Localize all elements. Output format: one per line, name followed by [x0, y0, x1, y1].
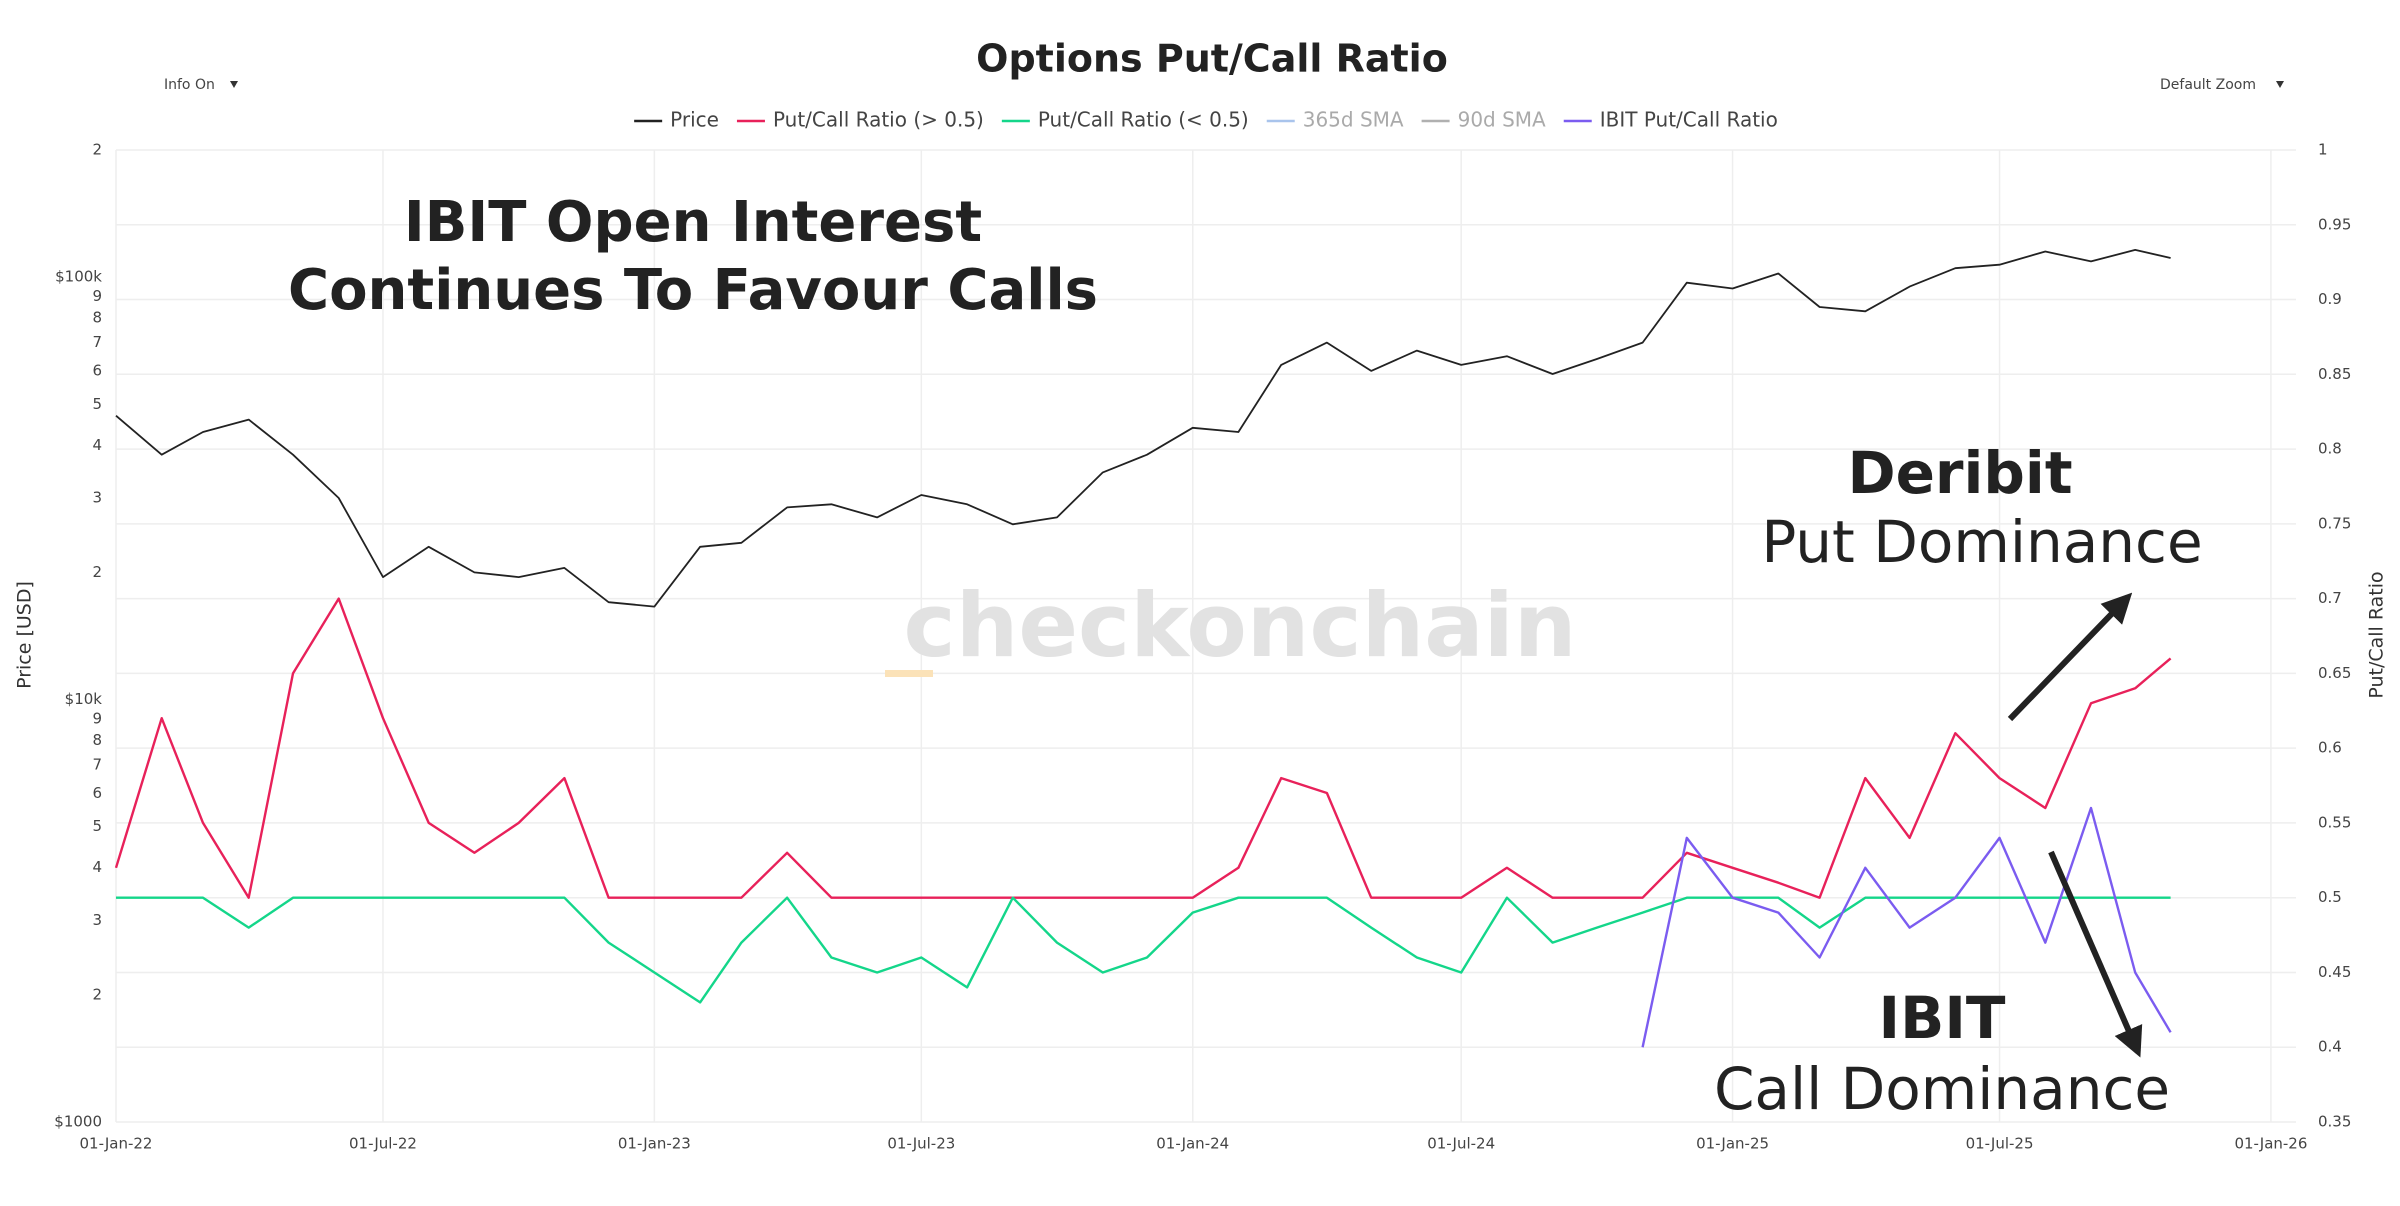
y2-tick-label: 0.45: [2318, 963, 2351, 981]
y-tick-label: 2: [92, 141, 102, 159]
x-tick-label: 01-Jan-22: [80, 1135, 153, 1153]
y-tick-label: 5: [92, 395, 102, 413]
watermark-underscore: [885, 670, 933, 677]
y-tick-label: $1000: [54, 1113, 102, 1131]
y-tick-label: 8: [92, 309, 102, 327]
legend-label: Put/Call Ratio (< 0.5): [1038, 108, 1249, 132]
arrow: [2048, 850, 2143, 1058]
y-tick-label: 4: [92, 858, 102, 876]
headline: IBIT Open Interest: [404, 190, 982, 255]
zoom-control[interactable]: Default Zoom: [2150, 70, 2295, 100]
y-tick-label: 3: [92, 489, 102, 507]
y2-tick-label: 0.95: [2318, 215, 2351, 233]
dropdown-arrow: [230, 81, 238, 88]
annotation: Call Dominance: [1714, 1055, 2170, 1123]
y-tick-label: 8: [92, 731, 102, 749]
y-tick-label: $10k: [65, 690, 103, 708]
y2-tick-label: 0.65: [2318, 664, 2351, 682]
lines: [114, 249, 2172, 1048]
y-tick-label: 2: [92, 985, 102, 1003]
y2-tick-label: 1: [2318, 141, 2328, 159]
x-tick-label: 01-Jan-23: [618, 1135, 691, 1153]
annotation: IBIT: [1879, 984, 2006, 1052]
x-tick-label: 01-Jul-22: [349, 1135, 417, 1153]
annotation: Deribit: [1847, 439, 2072, 507]
dropdown-arrow: [2276, 81, 2284, 88]
y-tick-label: 5: [92, 817, 102, 835]
y-tick-label: 2: [92, 563, 102, 581]
y-tick-label: 4: [92, 436, 102, 454]
y-tick-label: 7: [92, 333, 102, 351]
grid: [115, 149, 2296, 1123]
legend-item: IBIT Put/Call Ratio: [1563, 108, 1778, 132]
y2-tick-label: 0.35: [2318, 1113, 2351, 1131]
x-tick-label: 01-Jul-25: [1966, 1135, 2034, 1153]
legend-item: Put/Call Ratio (< 0.5): [1001, 108, 1249, 132]
legend-label: Put/Call Ratio (> 0.5): [773, 108, 984, 132]
chart-title: Options Put/Call Ratio: [976, 37, 1448, 81]
y-tick-label: 9: [92, 287, 102, 305]
x-tick-label: 01-Jan-24: [1156, 1135, 1229, 1153]
y-tick-label: $100k: [55, 268, 102, 286]
y2-tick-label: 0.7: [2318, 589, 2342, 607]
y2-tick-label: 0.8: [2318, 440, 2342, 458]
y-tick-label: 7: [92, 756, 102, 774]
zoom-button[interactable]: [2150, 70, 2295, 100]
watermark: checkonchain: [904, 574, 1577, 677]
y-tick-label: 3: [92, 911, 102, 929]
info-label[interactable]: Info On: [164, 77, 215, 93]
legend-item: 90d SMA: [1421, 108, 1546, 132]
zoom-label[interactable]: Default Zoom: [2160, 77, 2256, 93]
y-tick-label: 6: [92, 784, 102, 802]
series-line: [116, 896, 2171, 1004]
y2-tick-label: 0.75: [2318, 514, 2351, 532]
annotation: Put Dominance: [1761, 508, 2202, 576]
legend-item: Put/Call Ratio (> 0.5): [736, 108, 984, 132]
x-tick-label: 01-Jan-26: [2234, 1135, 2307, 1153]
x-tick-label: 01-Jul-24: [1427, 1135, 1495, 1153]
legend-item: 365d SMA: [1266, 108, 1404, 132]
legend-label: 90d SMA: [1458, 108, 1546, 132]
y-axis-label: Price [USD]: [14, 581, 36, 689]
y2-tick-label: 0.9: [2318, 290, 2342, 308]
legend-item: Price: [634, 108, 719, 132]
series-line: [1641, 806, 2172, 1048]
series-line: [115, 249, 2171, 608]
y2-tick-label: 0.55: [2318, 813, 2351, 831]
arrow: [2007, 592, 2133, 722]
y-tick-label: 9: [92, 709, 102, 727]
legend: Price Put/Call Ratio (> 0.5) Put/Call Rati…: [634, 108, 1778, 132]
y2-tick-label: 0.6: [2318, 739, 2342, 757]
legend-label: IBIT Put/Call Ratio: [1600, 108, 1778, 132]
x-tick-label: 01-Jan-25: [1696, 1135, 1769, 1153]
y2-tick-label: 0.85: [2318, 365, 2351, 383]
headline: Continues To Favour Calls: [288, 258, 1098, 323]
info-control[interactable]: Info On: [150, 70, 250, 100]
series-line: [114, 597, 2172, 899]
y2-axis-label: Put/Call Ratio: [2366, 571, 2388, 698]
y2-tick-label: 0.5: [2318, 888, 2342, 906]
x-tick-label: 01-Jul-23: [887, 1135, 955, 1153]
y-tick-label: 6: [92, 361, 102, 379]
legend-label: 365d SMA: [1303, 108, 1404, 132]
y2-tick-label: 0.4: [2318, 1038, 2342, 1056]
legend-label: Price: [670, 108, 719, 132]
